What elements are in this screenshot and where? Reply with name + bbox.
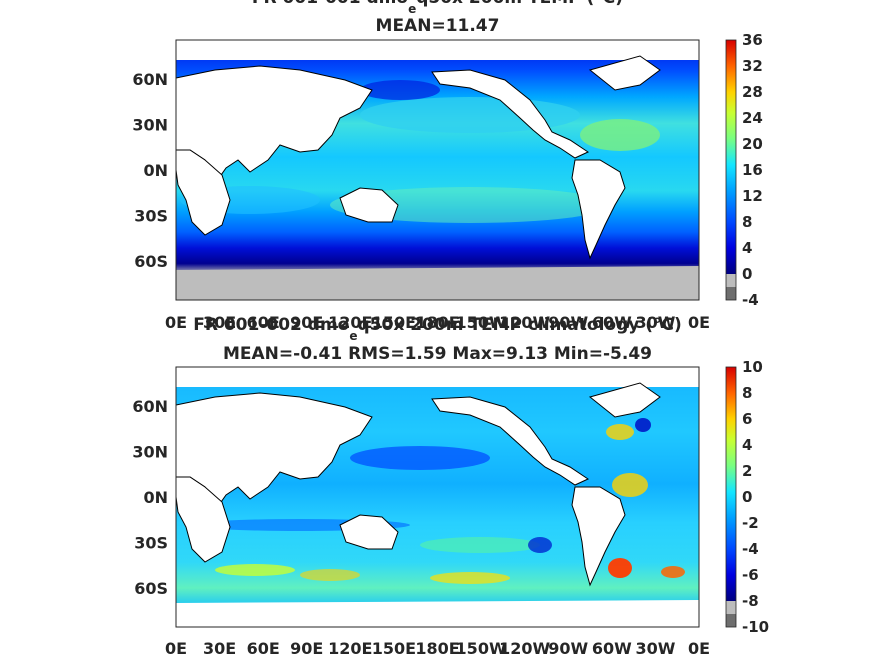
x-tick-label: 150E — [372, 313, 416, 332]
x-tick-label: 150W — [456, 639, 507, 656]
x-tick-label: 30W — [635, 313, 675, 332]
colorbar-tick-label: -8 — [742, 592, 759, 610]
map2-frame — [175, 366, 700, 628]
colorbar-tick-label: 0 — [742, 488, 752, 506]
y-tick-label: 30N — [132, 443, 168, 462]
x-tick-label: 180E — [415, 313, 459, 332]
x-tick-label: 120W — [499, 313, 550, 332]
colorbar-tick-label: -2 — [742, 514, 759, 532]
x-tick-label: 90E — [290, 313, 323, 332]
colorbar-tick-label: 36 — [742, 31, 763, 49]
colorbar-tick-label: 20 — [742, 135, 763, 153]
colorbar-tick-label: 12 — [742, 187, 763, 205]
colorbar2 — [725, 366, 737, 628]
colorbar-tick-label: -6 — [742, 566, 759, 584]
x-tick-label: 90E — [290, 639, 323, 656]
panel1-subtitle: MEAN=11.47 — [375, 16, 500, 36]
colorbar1 — [725, 39, 737, 301]
colorbar-tick-label: -4 — [742, 291, 759, 309]
y-tick-label: 60S — [134, 252, 168, 271]
colorbar-tick-label: 10 — [742, 358, 763, 376]
x-tick-label: 30E — [203, 313, 236, 332]
colorbar-tick-label: 8 — [742, 213, 752, 231]
map1-field — [176, 40, 699, 300]
y-tick-label: 0N — [143, 488, 168, 507]
colorbar-tick-label: 8 — [742, 384, 752, 402]
colorbar-tick-label: 28 — [742, 83, 763, 101]
x-tick-label: 0E — [165, 639, 187, 656]
map2-field — [176, 367, 699, 627]
colorbar-tick-label: -10 — [742, 618, 769, 636]
colorbar-tick-label: 0 — [742, 265, 752, 283]
x-tick-label: 0E — [688, 639, 710, 656]
x-tick-label: 60W — [592, 313, 632, 332]
y-tick-label: 30S — [134, 534, 168, 553]
y-tick-label: 0N — [143, 161, 168, 180]
colorbar-tick-label: 2 — [742, 462, 752, 480]
x-tick-label: 120E — [328, 313, 372, 332]
x-tick-label: 60E — [247, 313, 280, 332]
x-tick-label: 90W — [548, 313, 588, 332]
y-tick-label: 60N — [132, 70, 168, 89]
y-tick-label: 60S — [134, 579, 168, 598]
x-tick-label: 30E — [203, 639, 236, 656]
panel2-subtitle: MEAN=-0.41 RMS=1.59 Max=9.13 Min=-5.49 — [223, 344, 652, 364]
colorbar-tick-label: 4 — [742, 436, 752, 454]
colorbar-tick-label: 16 — [742, 161, 763, 179]
x-tick-label: 60W — [592, 639, 632, 656]
panel1-title: FR 001-001 dmoeq50x 200m TEMP (°C) — [252, 0, 623, 16]
x-tick-label: 150E — [372, 639, 416, 656]
x-tick-label: 90W — [548, 639, 588, 656]
x-tick-label: 0E — [165, 313, 187, 332]
x-tick-label: 30W — [635, 639, 675, 656]
x-tick-label: 120E — [328, 639, 372, 656]
panel2-title: FR 001-002 dmoeq50x 200m TEMP climatolog… — [193, 315, 682, 343]
colorbar-tick-label: 6 — [742, 410, 752, 428]
x-tick-label: 150W — [456, 313, 507, 332]
x-tick-label: 120W — [499, 639, 550, 656]
colorbar-tick-label: 32 — [742, 57, 763, 75]
x-tick-label: 180E — [415, 639, 459, 656]
colorbar-tick-label: -4 — [742, 540, 759, 558]
y-tick-label: 30S — [134, 207, 168, 226]
colorbar-tick-label: 24 — [742, 109, 763, 127]
x-tick-label: 0E — [688, 313, 710, 332]
colorbar-tick-label: 4 — [742, 239, 752, 257]
x-tick-label: 60E — [247, 639, 280, 656]
map1-frame — [175, 39, 700, 301]
y-tick-label: 30N — [132, 116, 168, 135]
y-tick-label: 60N — [132, 397, 168, 416]
